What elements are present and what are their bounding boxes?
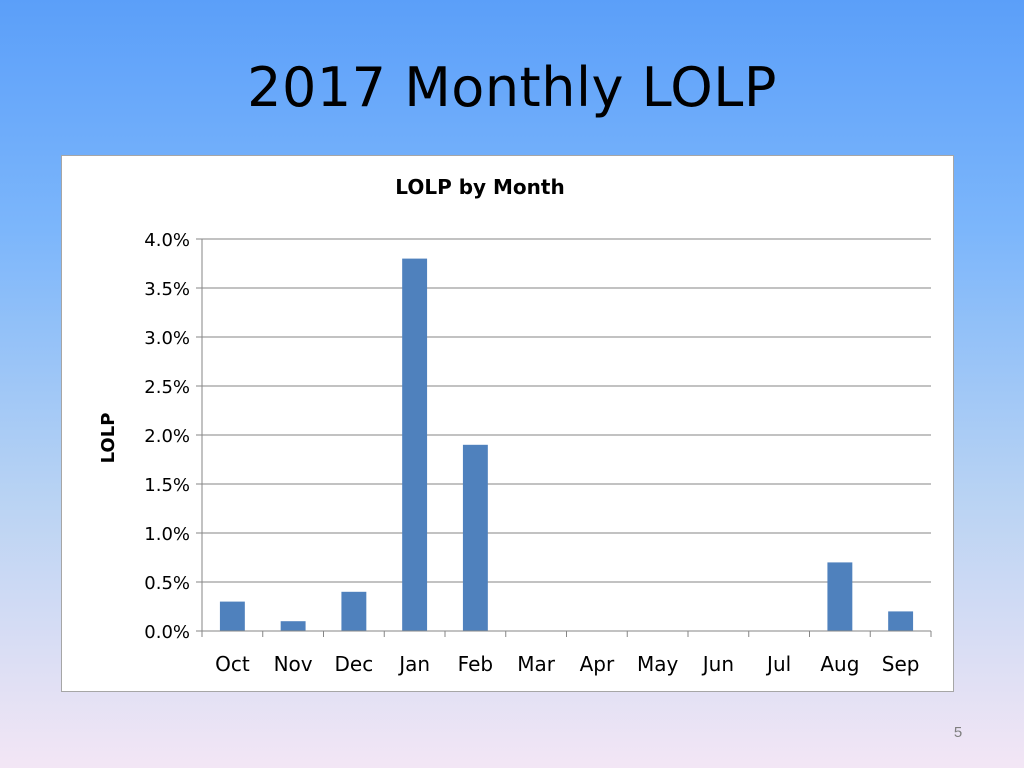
bar-aug bbox=[827, 562, 853, 631]
lolp-bar-chart: LOLP by Month LOLP 0.0% 0.5% 1.0% 1.5% 2.0% 2… bbox=[98, 175, 932, 676]
bar-dec bbox=[341, 591, 367, 631]
bar-feb bbox=[462, 444, 488, 631]
y-axis-label: LOLP bbox=[98, 413, 119, 464]
bars bbox=[219, 258, 914, 631]
bar-sep bbox=[888, 611, 914, 631]
bar-jan bbox=[402, 258, 428, 631]
bar-nov bbox=[280, 621, 306, 631]
x-axis-ticks: Oct Nov Dec Jan Feb Mar Apr May Jun Jul Aug Sep bbox=[201, 631, 932, 676]
y-tick-label: 0.0% bbox=[144, 622, 190, 643]
x-tick-label: Oct bbox=[215, 652, 250, 676]
x-tick-label: Jul bbox=[765, 652, 791, 676]
x-tick-label: Sep bbox=[882, 652, 920, 676]
x-tick-label: Apr bbox=[580, 652, 615, 676]
y-tick-label: 1.0% bbox=[144, 524, 190, 545]
y-tick-label: 4.0% bbox=[144, 230, 190, 251]
gridlines bbox=[202, 238, 931, 583]
bar-oct bbox=[219, 601, 245, 631]
y-axis-ticks: 0.0% 0.5% 1.0% 1.5% 2.0% 2.5% 3.0% 3.5% 4.0% bbox=[144, 230, 202, 643]
y-tick-label: 0.5% bbox=[144, 573, 190, 594]
chart-title: LOLP by Month bbox=[395, 175, 564, 199]
x-tick-label: Aug bbox=[820, 652, 859, 676]
x-tick-label: Nov bbox=[274, 652, 313, 676]
y-tick-label: 1.5% bbox=[144, 475, 190, 496]
y-tick-label: 2.0% bbox=[144, 426, 190, 447]
x-tick-label: Feb bbox=[458, 652, 493, 676]
x-tick-label: Mar bbox=[517, 652, 556, 676]
chart-container: LOLP by Month LOLP 0.0% 0.5% 1.0% 1.5% 2.0% 2… bbox=[61, 155, 954, 692]
slide-title: 2017 Monthly LOLP bbox=[247, 56, 777, 119]
y-tick-label: 3.5% bbox=[144, 279, 190, 300]
x-tick-label: Jan bbox=[397, 652, 430, 676]
y-tick-label: 3.0% bbox=[144, 328, 190, 349]
y-tick-label: 2.5% bbox=[144, 377, 190, 398]
page-number: 5 bbox=[953, 724, 963, 741]
x-tick-label: Jun bbox=[701, 652, 734, 676]
x-tick-label: May bbox=[637, 652, 679, 676]
x-tick-label: Dec bbox=[335, 652, 374, 676]
